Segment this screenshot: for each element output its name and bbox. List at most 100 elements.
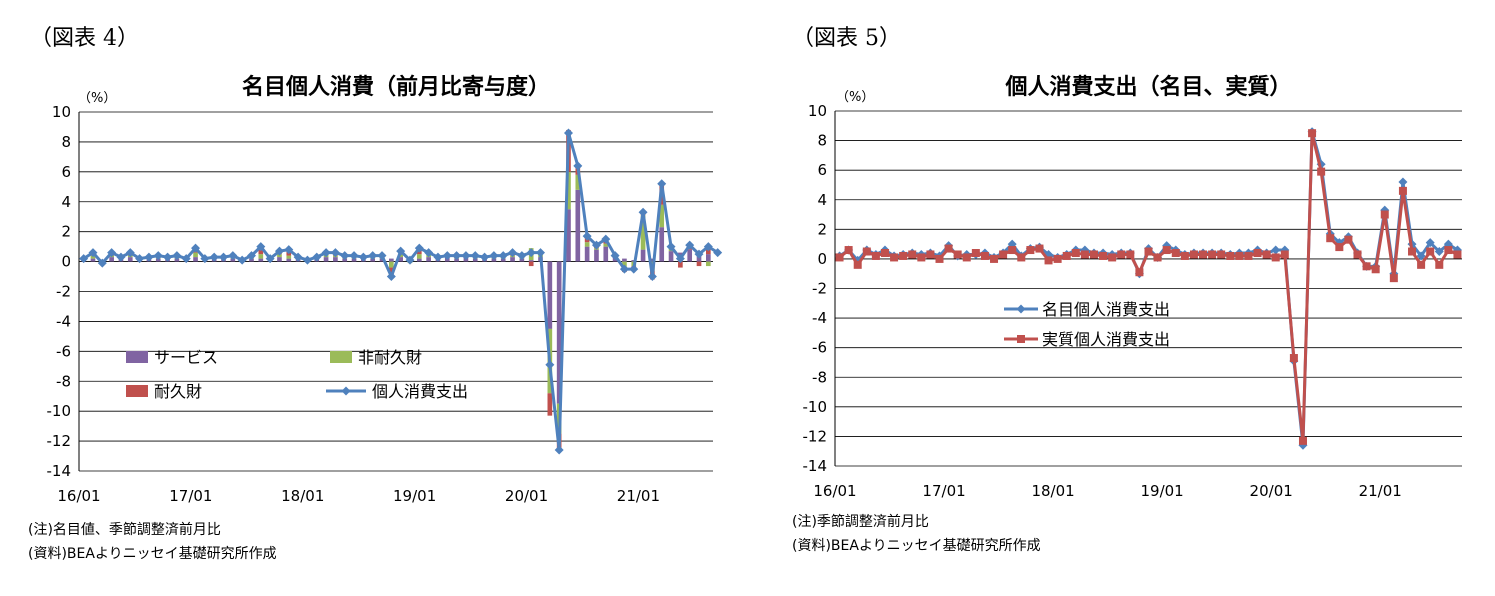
data-point-real [1208, 250, 1217, 259]
bar-nondurable [389, 261, 394, 268]
bar-services [556, 261, 562, 404]
data-point-real [890, 253, 899, 262]
x-tick-label: 17/01 [169, 487, 212, 505]
data-point-pce [312, 252, 322, 262]
data-point-pce [638, 207, 648, 217]
y-tick-label: 6 [61, 163, 71, 181]
x-tick-label: 20/01 [505, 487, 548, 505]
data-point-real [1362, 262, 1371, 271]
data-point-pce [405, 255, 415, 265]
data-point-real [917, 253, 926, 262]
bar-durable [678, 261, 683, 268]
y-tick-label: 8 [61, 133, 71, 151]
data-point-real [880, 249, 889, 257]
data-point-real [1280, 250, 1289, 259]
data-point-real [1189, 250, 1198, 259]
data-point-pce [489, 251, 499, 261]
bar-nondurable [584, 242, 590, 247]
data-point-pce [219, 252, 229, 262]
chart-source: (資料)BEAよりニッセイ基礎研究所作成 [792, 538, 1041, 554]
data-point-pce [703, 242, 713, 252]
y-axis-unit-label: （%） [78, 91, 116, 106]
chart-note: (注)名目値、季節調整済前月比 [28, 522, 221, 538]
y-tick-label: -10 [47, 402, 72, 420]
chart-title: 個人消費支出（名目、実質） [1004, 74, 1291, 100]
y-tick-label: 0 [61, 253, 71, 271]
data-point-pce [79, 254, 89, 264]
data-point-pce [246, 251, 256, 261]
data-point-real [980, 251, 989, 260]
data-point-real [1026, 246, 1035, 255]
chart-panel-figure5: （図表 5） 個人消費支出（名目、実質） （%） 10 8 6 4 2 0 -2 -4 -6 -8 -1… [748, 0, 1495, 596]
data-point-real [1053, 254, 1062, 263]
y-axis-unit-label: （%） [836, 90, 874, 105]
chart-figure4: 名目個人消費（前月比寄与度） （%） 10 8 6 4 2 0 -2 -4 -6 -8 -10 -12 -1… [47, 74, 723, 505]
data-point-pce [713, 248, 723, 258]
data-point-real [1344, 235, 1353, 244]
y-tick-label: -2 [812, 280, 827, 298]
data-point-real [835, 253, 844, 262]
data-point-pce [498, 251, 508, 261]
legend-marker-real [1017, 335, 1025, 343]
data-point-pce [97, 258, 107, 268]
y-tick-label: 10 [52, 103, 71, 121]
data-point-pce [414, 243, 424, 253]
y-tick-label: -8 [56, 372, 71, 390]
data-point-real [1008, 246, 1017, 255]
legend-swatch-durable [126, 385, 148, 397]
data-point-pce [181, 254, 191, 264]
y-tick-label: -6 [56, 342, 71, 360]
data-point-real [908, 250, 917, 259]
bar-services [584, 246, 590, 262]
data-point-pce [629, 264, 639, 274]
y-tick-label: 4 [817, 191, 827, 209]
bar-services [687, 249, 693, 262]
data-point-pce [591, 240, 601, 250]
data-point-real [971, 249, 980, 257]
data-point-pce [694, 249, 704, 259]
data-point-real [1117, 250, 1126, 259]
data-point-real [1035, 244, 1044, 253]
data-point-pce [135, 254, 145, 264]
data-point-real [1289, 354, 1298, 363]
bar-services [398, 257, 403, 262]
bar-nondurable [659, 204, 665, 228]
bar-services [640, 249, 646, 262]
data-point-real [1089, 250, 1098, 259]
chart-note: (注)季節調整済前月比 [792, 514, 929, 530]
y-tick-label: -12 [47, 432, 72, 450]
bar-nondurable [286, 255, 292, 259]
data-point-pce [237, 255, 247, 265]
data-point-real [1180, 251, 1189, 260]
data-point-real [862, 247, 871, 256]
data-point-real [926, 250, 935, 259]
bar-services [416, 258, 422, 262]
data-point-real [1398, 186, 1407, 195]
data-point-pce [265, 254, 275, 264]
bar-services [193, 257, 198, 262]
data-point-real [1153, 253, 1162, 262]
chart-figure5: 個人消費支出（名目、実質） （%） 10 8 6 4 2 0 -2 -4 -6 -8 -10 -12 -14… [803, 74, 1462, 500]
data-point-real [1271, 253, 1280, 262]
data-point-pce [685, 240, 695, 250]
y-tick-label: -12 [803, 427, 828, 445]
data-point-pce [368, 251, 378, 261]
data-point-pce [321, 248, 331, 258]
data-point-real [899, 251, 908, 260]
data-point-real [1298, 436, 1307, 445]
data-point-real [1135, 268, 1144, 277]
data-point-pce [88, 248, 98, 258]
data-point-pce [442, 251, 452, 261]
data-point-pce [526, 248, 536, 258]
bar-nondurable [258, 254, 264, 259]
x-tick-label: 18/01 [281, 487, 324, 505]
legend-marker-nominal [1016, 304, 1026, 314]
chart-title: 名目個人消費（前月比寄与度） [242, 74, 550, 100]
y-tick-label: 0 [817, 250, 827, 268]
y-tick-label: 8 [817, 132, 827, 150]
bar-services [333, 257, 338, 262]
legend-label-nondurable: 非耐久財 [358, 348, 422, 367]
data-point-pce [358, 252, 368, 262]
bar-services [547, 261, 553, 329]
series-line-real [838, 132, 1459, 442]
